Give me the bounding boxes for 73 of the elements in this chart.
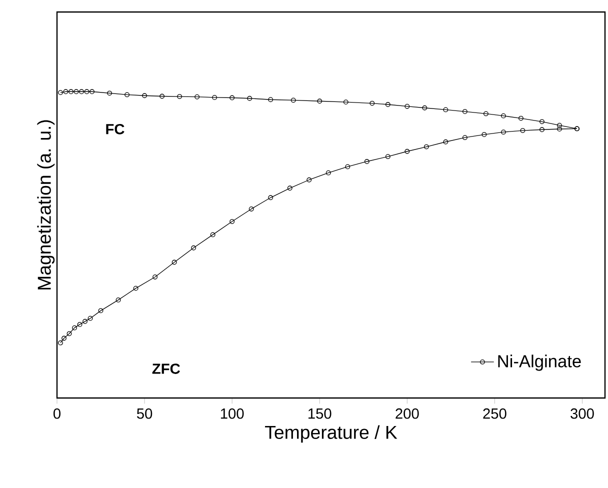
- point: [107, 90, 112, 96]
- point: [422, 105, 428, 110]
- x-tick-label: 300: [570, 408, 594, 419]
- point: [268, 195, 274, 200]
- point: [142, 93, 148, 98]
- annotation: ZFC: [152, 364, 180, 374]
- point: [385, 102, 390, 107]
- x-tick-label: 100: [220, 408, 244, 419]
- point: [177, 94, 182, 100]
- point: [230, 219, 235, 224]
- point: [247, 96, 252, 101]
- point: [462, 135, 468, 140]
- point: [290, 98, 296, 103]
- point: [210, 232, 216, 238]
- point: [66, 331, 72, 336]
- point: [557, 122, 562, 128]
- point: [248, 206, 254, 212]
- point: [116, 297, 121, 302]
- point: [68, 89, 74, 94]
- point: [345, 164, 350, 170]
- x-tick-label: 150: [308, 408, 332, 419]
- point: [74, 89, 79, 94]
- point: [98, 308, 104, 314]
- point: [172, 260, 177, 265]
- point: [520, 128, 526, 134]
- point: [306, 177, 312, 182]
- point: [500, 113, 506, 118]
- x-tick-label: 200: [396, 408, 419, 419]
- point: [62, 336, 66, 341]
- point: [482, 132, 487, 137]
- annotation: FC: [106, 124, 124, 134]
- point: [152, 274, 158, 280]
- point: [424, 144, 429, 150]
- point: [287, 186, 292, 191]
- point: [77, 322, 82, 327]
- point: [462, 109, 468, 114]
- point: [317, 98, 322, 104]
- point: [443, 139, 448, 144]
- point: [133, 286, 138, 291]
- point: [63, 89, 68, 94]
- point: [79, 89, 84, 94]
- point: [404, 148, 410, 154]
- point: [326, 170, 331, 176]
- point: [194, 94, 200, 100]
- point: [212, 94, 218, 100]
- point: [540, 119, 544, 124]
- x-axis-title: Temperature / K: [265, 425, 398, 443]
- point: [84, 89, 90, 94]
- point: [540, 127, 544, 132]
- point: [518, 116, 524, 121]
- point: [364, 159, 370, 164]
- x-tick-label: 50: [136, 408, 152, 419]
- point: [191, 245, 196, 250]
- point: [268, 97, 274, 102]
- point: [72, 325, 77, 330]
- point: [82, 318, 88, 324]
- point: [500, 130, 506, 135]
- point: [88, 316, 93, 321]
- point: [370, 100, 375, 106]
- legend-label: Ni-Alginate: [498, 354, 581, 371]
- point: [404, 104, 410, 109]
- point: [343, 100, 348, 105]
- point: [160, 94, 165, 99]
- point: [230, 95, 235, 100]
- y-axis-title: Magnetization (a. u.): [37, 120, 55, 290]
- point: [443, 107, 448, 112]
- point: [557, 126, 562, 132]
- x-tick-label: 250: [483, 408, 506, 419]
- point: [90, 89, 94, 94]
- x-tick-label: 0: [53, 408, 60, 419]
- point: [385, 154, 390, 160]
- point: [124, 92, 130, 98]
- point: [483, 111, 488, 116]
